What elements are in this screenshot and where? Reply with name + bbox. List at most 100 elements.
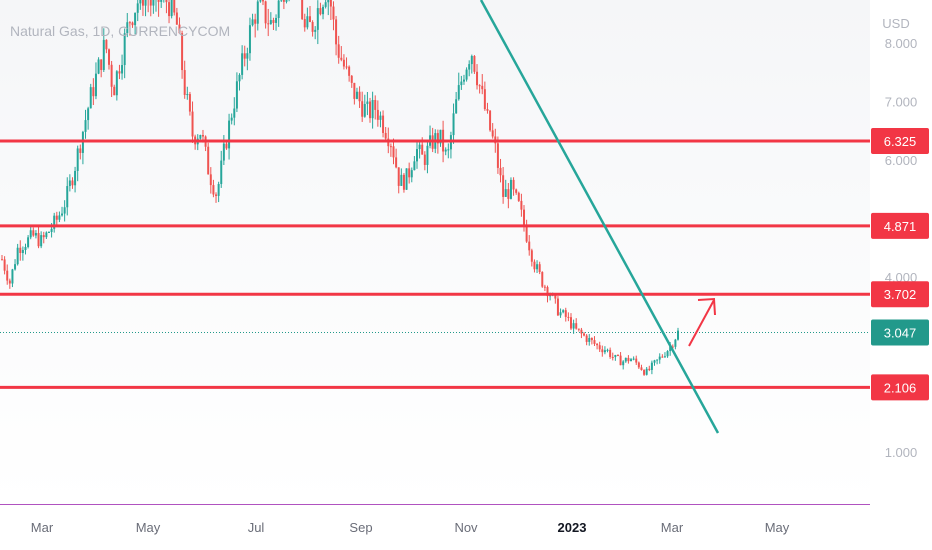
candle	[619, 352, 622, 366]
price-tag: 3.047	[871, 319, 929, 346]
candle	[1, 255, 3, 261]
candle	[27, 235, 30, 249]
candle	[444, 147, 447, 156]
candle	[491, 123, 494, 139]
candle	[335, 15, 338, 56]
candle	[569, 313, 572, 331]
candle	[405, 168, 408, 190]
time-axis-border	[0, 504, 870, 505]
price-tag: 6.325	[871, 128, 929, 155]
candle	[16, 243, 19, 266]
candle	[363, 94, 366, 118]
candle	[423, 151, 426, 171]
candle	[496, 136, 499, 174]
candle	[426, 139, 429, 174]
candle	[220, 150, 223, 188]
price-tag-label: 6.325	[884, 134, 917, 149]
price-tag-label: 3.047	[884, 325, 917, 340]
candle	[191, 101, 194, 143]
candle	[588, 334, 591, 346]
candle	[499, 158, 502, 183]
candle	[238, 73, 241, 91]
price-tag-label: 4.871	[884, 219, 917, 234]
candle	[306, 7, 309, 30]
candle	[264, 0, 267, 29]
candle	[530, 248, 533, 267]
candle	[251, 13, 254, 27]
candle	[241, 45, 244, 80]
candle	[217, 181, 220, 203]
candle	[272, 17, 275, 31]
candle	[601, 345, 604, 357]
candle	[225, 141, 228, 150]
candle	[489, 110, 492, 132]
candle	[61, 206, 64, 217]
candle	[108, 48, 111, 70]
candle	[110, 60, 113, 97]
candle	[248, 17, 251, 61]
candle	[100, 59, 103, 78]
candle	[308, 5, 311, 23]
candle	[68, 174, 71, 192]
candle	[374, 95, 377, 120]
candle	[105, 39, 108, 54]
candle	[329, 0, 332, 21]
candle	[113, 84, 116, 96]
candle	[392, 138, 395, 165]
candle	[230, 113, 233, 125]
price-tags: 6.325 4.871 3.702 2.106 3.047	[871, 128, 929, 401]
candle	[45, 231, 48, 240]
candle	[541, 271, 544, 288]
candle	[84, 109, 87, 139]
candle	[131, 21, 134, 28]
candle	[400, 168, 403, 186]
candle	[418, 141, 421, 159]
candle	[504, 179, 507, 197]
candle	[468, 60, 471, 77]
candle	[627, 355, 630, 364]
time-axis-label: Jul	[248, 520, 265, 535]
candle	[402, 173, 405, 193]
candle	[580, 327, 583, 339]
candle	[538, 261, 541, 275]
price-axis-label: 8.000	[885, 36, 918, 51]
candle	[175, 7, 178, 25]
candle	[593, 336, 596, 346]
candle	[246, 47, 249, 71]
candle	[674, 338, 677, 350]
candle	[520, 193, 523, 217]
candle	[452, 103, 455, 144]
candle	[533, 259, 536, 273]
candle	[483, 81, 486, 111]
candle	[366, 91, 369, 116]
candle	[577, 328, 580, 332]
price-tag-label: 2.106	[884, 380, 917, 395]
candle	[128, 21, 131, 36]
candle	[47, 231, 50, 233]
candle	[585, 334, 588, 346]
candle	[528, 235, 531, 256]
candle	[134, 12, 137, 35]
candle	[382, 110, 385, 138]
candle	[254, 13, 257, 38]
time-axis-label: 2023	[558, 520, 587, 535]
candle	[486, 102, 489, 114]
candle	[215, 192, 218, 203]
candle	[358, 86, 361, 108]
candle	[316, 0, 319, 45]
candle	[168, 0, 171, 24]
candle	[71, 177, 74, 189]
candle	[635, 355, 638, 365]
candle	[29, 226, 32, 240]
candle	[76, 145, 79, 182]
candle	[598, 341, 601, 352]
candle	[512, 177, 515, 196]
candle	[269, 12, 272, 25]
candle	[24, 243, 27, 255]
candle	[207, 142, 210, 175]
candle	[186, 86, 189, 100]
candle	[616, 354, 619, 357]
price-axis-label: 7.000	[885, 95, 918, 110]
price-tag: 2.106	[871, 374, 929, 401]
candle	[11, 268, 14, 288]
